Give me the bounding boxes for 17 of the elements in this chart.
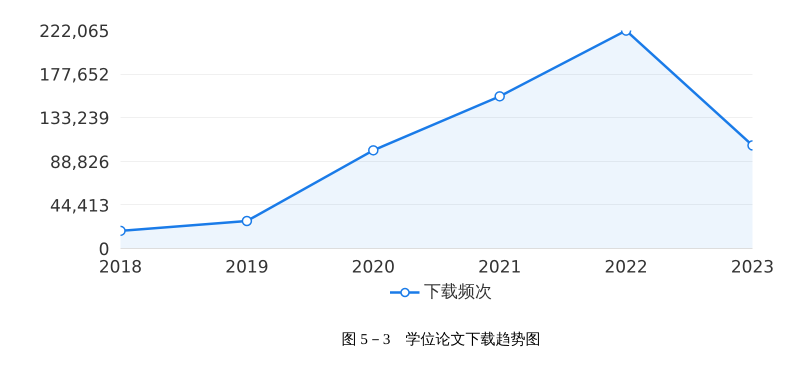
y-tick-label: 88,826	[50, 152, 110, 173]
point	[242, 216, 252, 226]
caption: 图 5－3 学位论文下载趋势图	[342, 331, 540, 348]
x-tick-label: 2023	[730, 258, 774, 278]
y-tick-label: 44,413	[50, 196, 110, 216]
x-tick-label: 2022	[604, 258, 648, 278]
point	[494, 91, 505, 102]
y-tick-label: 177,652	[39, 66, 110, 86]
y-tick-label: 133,239	[39, 109, 110, 130]
x-tick-label: 2019	[225, 258, 269, 278]
x-tick-label: 2020	[352, 258, 395, 278]
x-tick-label: 2018	[98, 258, 142, 278]
x-tick-label: 2021	[478, 258, 522, 278]
point	[368, 145, 379, 156]
legend-label: 下载频次	[424, 281, 492, 303]
y-tick-label: 0	[98, 240, 110, 260]
y-tick-label: 222,065	[39, 22, 110, 42]
